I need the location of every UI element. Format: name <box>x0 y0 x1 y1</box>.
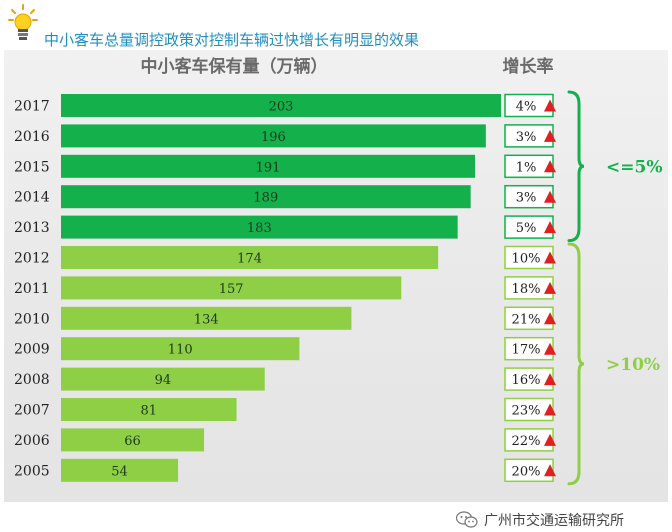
bar <box>61 398 237 421</box>
up-arrow-icon <box>544 190 556 203</box>
bar <box>61 276 402 300</box>
up-arrow-icon <box>544 464 556 477</box>
up-arrow-icon <box>544 129 556 142</box>
year-label: 2010 <box>14 311 50 327</box>
value-label: 94 <box>155 373 172 388</box>
high-growth-label: >10% <box>606 355 660 375</box>
bars-layer: 2017 203 4% 2016 196 3% 2015 191 1% 2014 189 3% 2013… <box>14 93 556 483</box>
growth-box <box>504 124 554 148</box>
growth-label: 3% <box>516 130 537 145</box>
up-arrow-icon <box>544 433 556 446</box>
year-label: 2007 <box>14 403 50 419</box>
bar <box>61 458 179 482</box>
up-arrow-icon <box>544 312 556 325</box>
year-label: 2017 <box>14 99 50 115</box>
value-label: 203 <box>269 100 294 115</box>
bar <box>61 215 458 239</box>
high-growth-bracket <box>567 242 585 486</box>
bar <box>61 94 501 117</box>
up-arrow-icon <box>544 160 556 173</box>
year-label: 2016 <box>14 129 50 145</box>
up-arrow-icon <box>544 221 556 234</box>
bar <box>61 367 265 391</box>
up-arrow-icon <box>544 251 556 264</box>
growth-label: 17% <box>512 343 541 358</box>
value-label: 174 <box>237 252 262 267</box>
value-label: 134 <box>194 312 219 327</box>
growth-label: 5% <box>516 221 537 236</box>
bar <box>61 428 205 452</box>
value-label: 157 <box>219 282 244 297</box>
value-label: 81 <box>141 404 158 419</box>
bar <box>61 306 352 330</box>
bar-chart: 中小客车保有量（万辆） 增长率 2017 203 4% 2016 196 3% 2015 19… <box>14 56 662 486</box>
year-label: 2006 <box>14 433 50 449</box>
year-label: 2014 <box>14 190 50 206</box>
low-growth-bracket <box>567 90 585 243</box>
chart-title: 中小客车保有量（万辆） <box>141 56 328 77</box>
growth-label: 22% <box>512 434 541 449</box>
growth-label: 16% <box>512 373 541 388</box>
chart-panel: 中小客车保有量（万辆） 增长率 2017 203 4% 2016 196 3% 2015 19… <box>4 50 668 532</box>
header: 中小客车总量调控政策对控制车辆过快增长有明显的效果 <box>0 0 672 49</box>
year-label: 2011 <box>14 281 50 297</box>
value-label: 66 <box>124 434 141 449</box>
year-label: 2005 <box>14 463 50 479</box>
growth-label: 4% <box>516 100 537 115</box>
headline: 中小客车总量调控政策对控制车辆过快增长有明显的效果 <box>44 31 420 49</box>
watermark-text: 广州市交通运输研究所 <box>484 513 624 529</box>
growth-label: 1% <box>516 160 537 175</box>
low-growth-label: <=5% <box>606 157 662 177</box>
year-label: 2013 <box>14 220 50 236</box>
year-label: 2008 <box>14 372 50 388</box>
value-label: 110 <box>168 343 193 358</box>
growth-label: 21% <box>512 312 541 327</box>
value-label: 196 <box>261 130 286 145</box>
year-label: 2015 <box>14 159 50 175</box>
growth-header: 增长率 <box>503 56 554 77</box>
wechat-icon <box>456 511 478 528</box>
growth-label: 3% <box>516 191 537 206</box>
bar <box>61 337 300 361</box>
bar <box>61 154 475 178</box>
watermark: 广州市交通运输研究所 <box>450 508 630 532</box>
year-label: 2012 <box>14 251 50 267</box>
growth-label: 18% <box>512 282 541 297</box>
bar <box>61 185 471 209</box>
up-arrow-icon <box>544 403 556 416</box>
bar <box>61 124 486 148</box>
bar <box>61 246 439 269</box>
brackets-layer: <=5% >10% <box>567 90 662 486</box>
value-label: 191 <box>256 160 281 175</box>
up-arrow-icon <box>544 99 556 112</box>
growth-label: 10% <box>512 252 541 267</box>
up-arrow-icon <box>544 281 556 294</box>
lightbulb-icon <box>8 4 38 40</box>
value-label: 54 <box>111 464 128 479</box>
value-label: 183 <box>247 221 272 236</box>
up-arrow-icon <box>544 342 556 355</box>
growth-label: 23% <box>512 404 541 419</box>
growth-label: 20% <box>512 464 541 479</box>
value-label: 189 <box>253 191 278 206</box>
year-label: 2009 <box>14 342 50 358</box>
up-arrow-icon <box>544 373 556 386</box>
